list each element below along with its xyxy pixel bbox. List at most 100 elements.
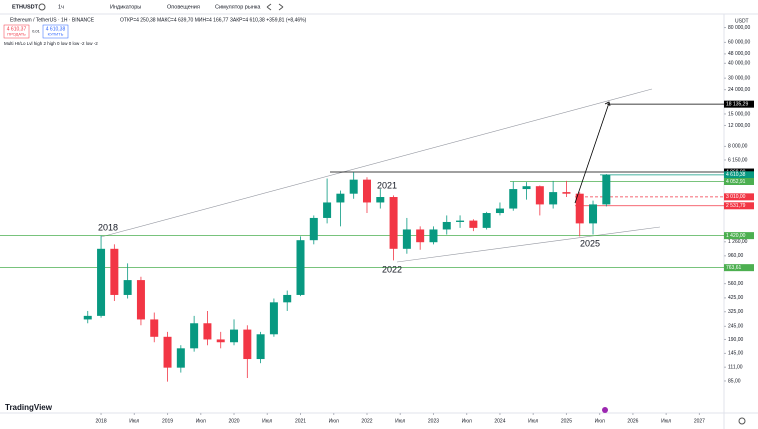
level-label: 3 010,00 bbox=[726, 194, 746, 200]
level-tag bbox=[724, 264, 754, 272]
candle-body bbox=[296, 240, 305, 295]
candle-body bbox=[110, 248, 119, 295]
y-tick-label: 85,00 bbox=[728, 378, 741, 384]
y-tick-label: 960,00 bbox=[728, 253, 744, 259]
level-label: 2 531,79 bbox=[726, 203, 746, 209]
level-tag bbox=[724, 171, 754, 179]
x-tick-label: 2020 bbox=[228, 418, 239, 424]
x-tick-label: Июл bbox=[661, 418, 671, 424]
x-tick-label: Июл bbox=[462, 418, 472, 424]
candle-body bbox=[602, 174, 611, 205]
candle-body bbox=[230, 329, 239, 343]
settings[interactable] bbox=[738, 417, 746, 425]
alerts-button[interactable]: Оповещения bbox=[167, 4, 200, 10]
x-tick-label: Июл bbox=[262, 418, 272, 424]
candle-body bbox=[123, 280, 132, 295]
candle-body bbox=[283, 294, 292, 303]
buy-button[interactable] bbox=[42, 24, 69, 39]
y-tick-label: 80 000,00 bbox=[728, 25, 750, 31]
candle-body bbox=[203, 323, 212, 340]
y-tick-label: 30 000,00 bbox=[728, 75, 750, 81]
x-tick-label: 2026 bbox=[627, 418, 638, 424]
y-tick-label: 12 000,00 bbox=[728, 123, 750, 129]
annotation: 2021 bbox=[377, 180, 397, 190]
x-tick-label: Июл bbox=[595, 418, 605, 424]
candle-body bbox=[389, 197, 398, 249]
candle-body bbox=[176, 348, 185, 368]
y-tick-label: 60 000,00 bbox=[728, 40, 750, 46]
indicator-legend: Multi HI/Lo Lvl high 2 high 0 low 0 low … bbox=[4, 41, 98, 46]
y-tick-label: 190,00 bbox=[728, 337, 744, 343]
candle-body bbox=[136, 280, 145, 320]
interval[interactable]: 1ч bbox=[58, 4, 64, 10]
buy-label: КУПИТЬ bbox=[48, 32, 64, 37]
event-marker[interactable] bbox=[602, 407, 608, 413]
x-tick-label: 2021 bbox=[295, 418, 306, 424]
level-tag bbox=[724, 232, 754, 240]
x-tick-label: 2025 bbox=[561, 418, 572, 424]
projection-arrow bbox=[574, 102, 610, 204]
brand: TradingView bbox=[5, 403, 53, 412]
x-tick-label: Июл bbox=[528, 418, 538, 424]
x-tick-label: 2023 bbox=[428, 418, 439, 424]
x-tick-label: 2024 bbox=[494, 418, 505, 424]
spread: 0,01 bbox=[32, 29, 41, 34]
y-tick-label: 1 260,00 bbox=[728, 239, 748, 245]
level-label: 4 610,38 bbox=[726, 172, 746, 178]
level-label: 18 135,29 bbox=[726, 101, 748, 107]
x-tick-label: 2022 bbox=[361, 418, 372, 424]
currency[interactable]: USDT bbox=[735, 18, 749, 24]
candle-body bbox=[522, 186, 531, 190]
level-tag bbox=[724, 193, 754, 201]
candle-body bbox=[535, 186, 544, 205]
annotation: 2018 bbox=[98, 222, 118, 232]
trend-line bbox=[100, 88, 653, 238]
legend-name: Ethereum / TetherUS · 1Н · BINANCE bbox=[10, 17, 95, 23]
candle-body bbox=[83, 315, 92, 320]
candle-body bbox=[349, 179, 358, 194]
candle-body bbox=[362, 179, 371, 203]
level-label: 763,61 bbox=[726, 265, 742, 271]
candle-body bbox=[269, 302, 278, 335]
x-tick-label: 2027 bbox=[694, 418, 705, 424]
candle-body bbox=[456, 220, 465, 222]
candle-body bbox=[575, 193, 584, 224]
candle-body bbox=[482, 213, 491, 228]
candle-body bbox=[562, 192, 571, 194]
candle-body bbox=[429, 229, 438, 243]
y-tick-label: 40 000,00 bbox=[728, 61, 750, 67]
x-tick-label: Июл bbox=[129, 418, 139, 424]
candle-body bbox=[97, 248, 106, 316]
y-tick-label: 48 000,00 bbox=[728, 51, 750, 57]
candle-body bbox=[495, 208, 504, 214]
candle-body bbox=[549, 192, 558, 205]
replay-button[interactable]: Симулятор рынка bbox=[215, 4, 261, 10]
trend-line bbox=[396, 226, 661, 263]
annotation: 2022 bbox=[382, 264, 402, 274]
candle-body bbox=[323, 202, 332, 218]
indicators-button[interactable]: Индикаторы bbox=[110, 4, 141, 10]
x-tick-label: Июл bbox=[196, 418, 206, 424]
y-tick-label: 560,00 bbox=[728, 281, 744, 287]
undo-redo[interactable] bbox=[266, 3, 284, 11]
y-tick-label: 325,00 bbox=[728, 309, 744, 315]
symbol[interactable]: ETHUSDT bbox=[12, 4, 39, 10]
y-tick-label: 145,00 bbox=[728, 351, 744, 357]
candle-body bbox=[216, 339, 225, 343]
sell-label: ПРОДАТЬ bbox=[7, 32, 26, 37]
candle-body bbox=[416, 229, 425, 243]
candle-body bbox=[256, 334, 265, 360]
add-symbol[interactable] bbox=[38, 3, 46, 11]
level-label: 1 420,00 bbox=[726, 233, 746, 239]
sell-button[interactable] bbox=[3, 24, 30, 39]
candle-body bbox=[190, 323, 199, 349]
x-tick-label: Июл bbox=[395, 418, 405, 424]
y-tick-label: 15 000,00 bbox=[728, 111, 750, 117]
candle-body bbox=[442, 221, 451, 230]
y-tick-label: 8 000,00 bbox=[728, 144, 748, 150]
candle-body bbox=[243, 329, 252, 360]
buy-price: 4 610,38 bbox=[46, 26, 66, 32]
x-tick-label: 2018 bbox=[95, 418, 106, 424]
